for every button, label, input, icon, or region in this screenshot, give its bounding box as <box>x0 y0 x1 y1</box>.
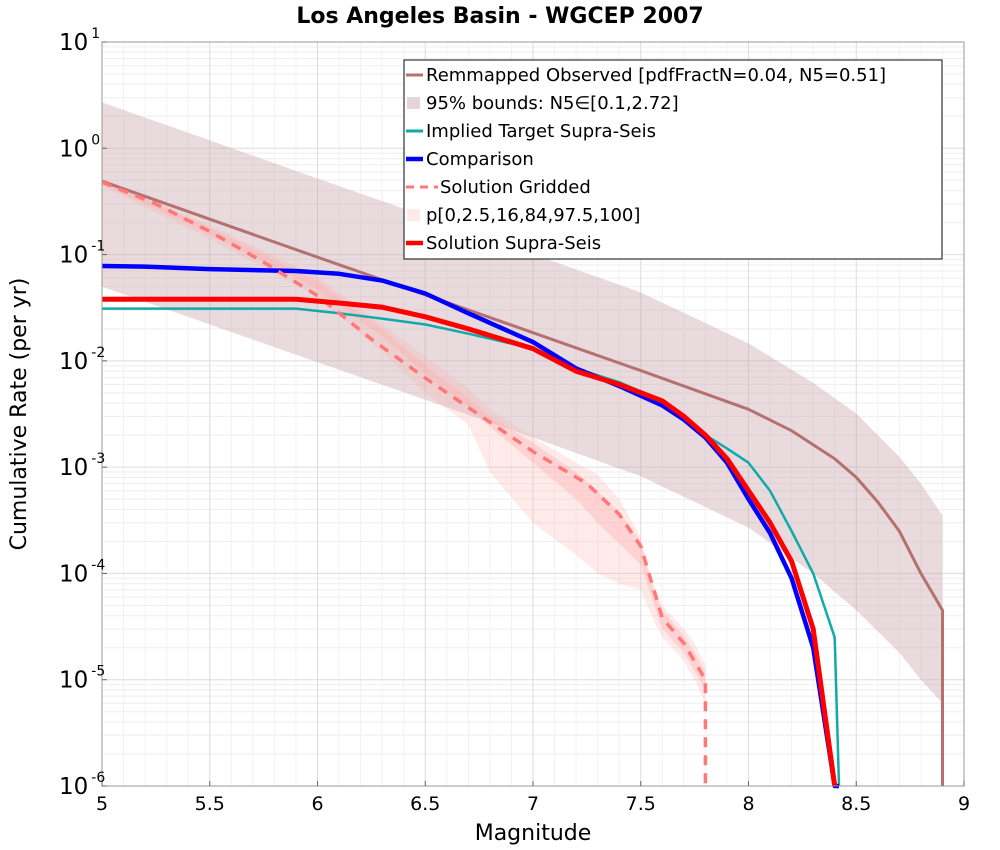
legend-swatch <box>407 209 420 221</box>
legend-label: Implied Target Supra-Seis <box>426 121 656 142</box>
x-tick-label: 8 <box>742 793 754 815</box>
y-tick-label: 10 -1 <box>59 239 105 269</box>
y-tick-label: 10 -5 <box>59 664 105 694</box>
y-tick-label: 10 -2 <box>59 345 105 375</box>
y-tick-label: 10 -3 <box>59 451 105 481</box>
x-tick-label: 7 <box>527 793 539 815</box>
series-line-4 <box>102 296 838 787</box>
y-tick-label: 10 -6 <box>59 770 105 800</box>
x-tick-label: 7.5 <box>626 793 656 815</box>
y-tick-label: 10 1 <box>59 26 100 56</box>
series-line-0 <box>101 179 944 786</box>
uncertainty-bands <box>102 102 943 704</box>
x-tick-label: 8.5 <box>841 793 871 815</box>
x-tick-label: 5 <box>96 793 108 815</box>
x-tick-label: 6 <box>311 793 323 815</box>
legend: Remmapped Observed [pdfFractN=0.04, N5=0… <box>403 59 943 260</box>
legend-label: Solution Supra-Seis <box>426 233 601 254</box>
x-tick-label: 6.5 <box>410 793 440 815</box>
legend-label: Solution Gridded <box>440 177 591 198</box>
y-tick-label: 10 0 <box>59 132 100 162</box>
legend-label: 95% bounds: N5∈[0.1,2.72] <box>426 93 679 114</box>
legend-swatch <box>407 97 420 109</box>
band-0 <box>102 102 943 704</box>
series-line-3 <box>101 180 708 786</box>
x-tick-label: 5.5 <box>195 793 225 815</box>
legend-label: Remmapped Observed [pdfFractN=0.04, N5=0… <box>426 65 886 86</box>
x-axis-label: Magnitude <box>475 821 592 846</box>
series-lines <box>101 179 944 789</box>
legend-label: p[0,2.5,16,84,97.5,100] <box>426 205 640 226</box>
x-tick-label: 9 <box>958 793 970 815</box>
x-axis-ticks: 5 5.5 6 6.5 7 7.5 8 8.5 9 <box>96 781 970 815</box>
y-axis-label: Cumulative Rate (per yr) <box>7 278 32 551</box>
legend-label: Comparison <box>426 149 534 170</box>
chart-title: Los Angeles Basin - WGCEP 2007 <box>296 4 703 29</box>
y-tick-label: 10 -4 <box>59 557 105 587</box>
legend-box <box>403 59 943 260</box>
